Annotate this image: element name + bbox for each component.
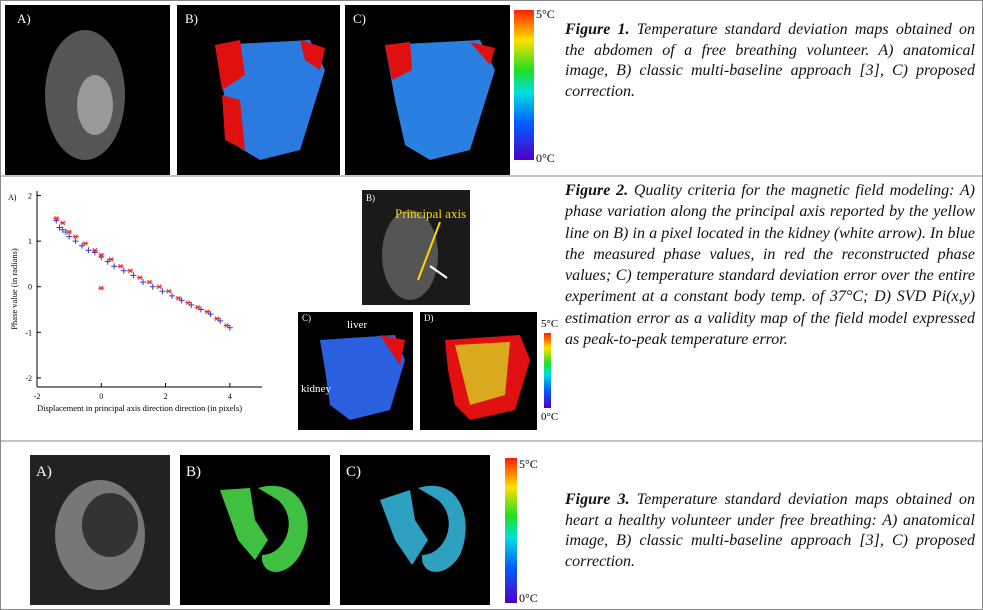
- y-tick-label: -2: [25, 374, 32, 383]
- reconstructed-point: [156, 285, 162, 289]
- caption: Figure 1. Temperature standard deviation…: [565, 20, 975, 102]
- colorbar: [544, 333, 551, 408]
- image-anatomy: [77, 75, 113, 135]
- x-tick-label: 0: [99, 392, 103, 401]
- panel-label: C): [346, 464, 361, 480]
- colorbar-max: 5°C: [541, 318, 558, 330]
- x-tick-label: -2: [34, 392, 41, 401]
- y-tick-label: 0: [28, 283, 32, 292]
- y-tick-label: 1: [28, 237, 32, 246]
- reconstructed-point: [185, 301, 191, 305]
- panel-label: B): [366, 193, 375, 203]
- panel-label: A): [8, 193, 17, 202]
- y-axis-label: Phase value (in radians): [9, 248, 19, 330]
- caption-label: Figure 3.: [565, 491, 630, 508]
- panel-label: A): [36, 464, 52, 480]
- reconstructed-point: [204, 310, 210, 314]
- measured-point: [169, 293, 175, 299]
- colorbar-min: 0°C: [541, 411, 558, 423]
- reconstructed-point: [175, 296, 181, 300]
- reconstructed-point: [147, 280, 153, 284]
- reconstructed-point: [60, 221, 66, 225]
- panel-label: A): [17, 11, 31, 26]
- annotation: liver: [347, 319, 367, 331]
- caption-label: Figure 1.: [565, 21, 630, 38]
- reconstructed-point: [98, 286, 104, 290]
- reconstructed-point: [195, 305, 201, 309]
- caption: Figure 3. Temperature standard deviation…: [565, 490, 975, 572]
- page: A) B) C) 5°C 0°C B) Principal axis C) li…: [0, 0, 983, 610]
- caption-text: Quality criteria for the magnetic field …: [565, 182, 975, 348]
- measured-point: [73, 238, 79, 244]
- colorbar: [505, 458, 517, 603]
- measured-point: [66, 234, 72, 240]
- reconstructed-point: [224, 323, 230, 327]
- reconstructed-point: [73, 235, 79, 239]
- measured-point: [150, 284, 156, 290]
- image-anatomy: [382, 210, 438, 300]
- reconstructed-point: [118, 264, 124, 268]
- measured-point: [121, 268, 127, 274]
- measured-point: [130, 272, 136, 278]
- reconstructed-point: [127, 269, 133, 273]
- x-tick-label: 2: [164, 392, 168, 401]
- measured-point: [159, 288, 165, 294]
- panel-label: B): [185, 11, 198, 26]
- colorbar-min: 0°C: [519, 591, 538, 605]
- colorbar-max: 5°C: [536, 7, 555, 21]
- reconstructed-point: [82, 241, 88, 245]
- panel-label: B): [186, 464, 201, 480]
- measured-point: [111, 263, 117, 269]
- panel-label: C): [302, 313, 311, 323]
- colorbar-max: 5°C: [519, 457, 538, 471]
- image-anatomy: [82, 493, 138, 557]
- reconstructed-point: [137, 276, 143, 280]
- annotation: kidney: [301, 383, 331, 395]
- panel-label: D): [424, 313, 434, 323]
- reconstructed-point: [214, 317, 220, 321]
- y-tick-label: 2: [28, 192, 32, 201]
- annotation: Principal axis: [395, 206, 466, 221]
- y-tick-label: -1: [25, 328, 32, 337]
- colorbar: [514, 10, 534, 160]
- caption: Figure 2. Quality criteria for the magne…: [565, 180, 975, 350]
- colorbar-min: 0°C: [536, 151, 555, 165]
- measured-point: [85, 247, 91, 253]
- measured-point: [140, 279, 146, 285]
- x-axis-label: Displacement in principal axis direction…: [37, 403, 242, 413]
- reconstructed-point: [66, 230, 72, 234]
- panel-label: C): [353, 11, 366, 26]
- reconstructed-point: [166, 289, 172, 293]
- caption-label: Figure 2.: [565, 182, 628, 199]
- x-tick-label: 4: [228, 392, 232, 401]
- reconstructed-point: [108, 257, 114, 261]
